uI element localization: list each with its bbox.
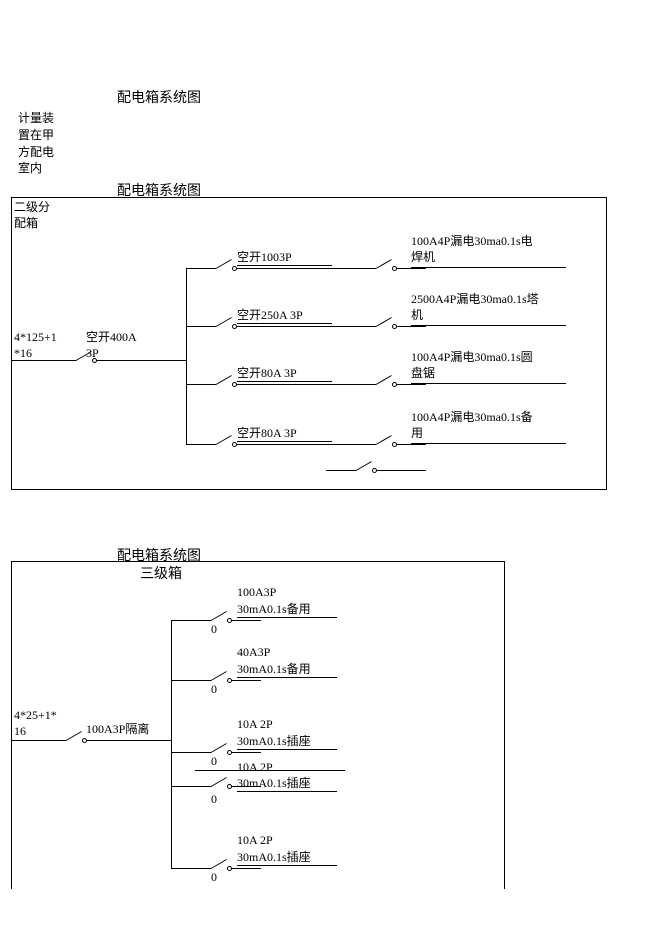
branch4-breaker: 空开80A 3P [237,424,332,442]
d2-branch2-zero: 0 [211,682,217,697]
diagram1-bus [186,268,187,444]
branch-line [171,752,211,753]
branch3-breaker: 空开80A 3P [237,364,332,382]
strike-line [195,770,345,771]
d2-branch5-line1: 10A 2P [237,833,273,848]
d2-branch4-line2: 30mA0.1s插座 [237,774,337,792]
branch-line [186,444,216,445]
branch1-breaker: 空开1003P [237,248,332,266]
diagram2-bus [171,620,172,868]
metering-note: 计量装 置在甲 方配电 室内 [18,110,54,177]
branch-line [186,326,216,327]
d2-branch1-zero: 0 [211,622,217,637]
branch-line [186,384,216,385]
d2-branch4-zero: 0 [211,792,217,807]
diagram2-cable: 4*25+1* 16 [14,708,57,739]
diagram2-main-breaker: 100A3P隔离 [86,720,149,737]
diagram1-cable: 4*125+1 *16 [14,330,57,361]
branch-line [171,868,211,869]
diagram1-box-label: 二级分 配箱 [14,200,50,231]
branch-line [236,268,376,269]
d2-branch2-line2: 30mA0.1s备用 [237,660,337,678]
branch2-breaker: 空开250A 3P [237,306,332,324]
branch-line [186,268,216,269]
branch-line [231,620,261,621]
d2-branch3-line1: 10A 2P [237,717,273,732]
extra-line [376,470,426,471]
diagram1-main-breaker: 空开400A 3P [86,330,137,361]
branch-line [236,444,376,445]
branch-line [171,786,211,787]
d2-branch3-line2: 30mA0.1s插座 [237,732,337,750]
branch4-load: 100A4P漏电30ma0.1s备 用 [411,410,566,444]
branch-line [171,620,211,621]
branch2-load: 2500A4P漏电30ma0.1s塔 机 [411,292,566,326]
page-title: 配电箱系统图 [117,87,201,107]
d2-branch5-line2: 30mA0.1s插座 [237,848,337,866]
branch-line [231,868,261,869]
d2-branch2-line1: 40A3P [237,645,270,660]
d2-branch1-line1: 100A3P [237,585,276,600]
branch-line [231,752,261,753]
d2-branch4-line1: 10A 2P [237,760,273,775]
branch-line [236,326,376,327]
branch3-load: 100A4P漏电30ma0.1s圆 盘锯 [411,350,566,384]
diagram2-input-line [11,740,66,741]
extra-line [326,470,356,471]
branch-line [231,680,261,681]
branch-line [171,680,211,681]
diagram1-input-line [11,360,76,361]
d2-branch1-line2: 30mA0.1s备用 [237,600,337,618]
d2-branch5-zero: 0 [211,870,217,885]
branch-line [236,384,376,385]
d2-branch3-zero: 0 [211,754,217,769]
branch1-load: 100A4P漏电30ma0.1s电 焊机 [411,234,566,268]
diagram2-main-line [86,740,171,741]
